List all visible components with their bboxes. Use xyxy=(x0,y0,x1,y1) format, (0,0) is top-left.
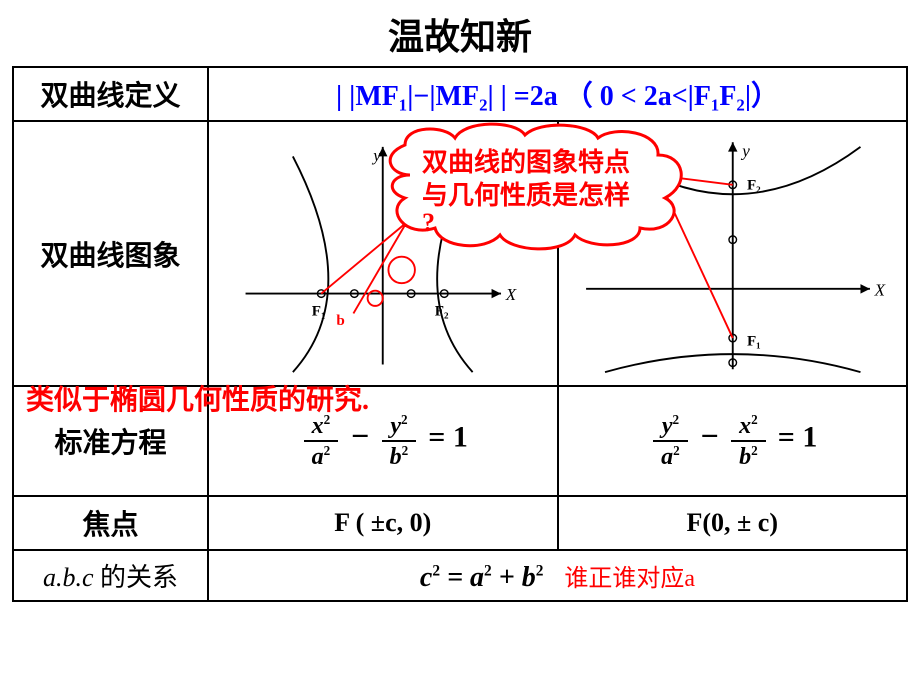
m-label: M xyxy=(411,215,425,231)
graph-left: y X F₁ F₂ M b xyxy=(208,121,558,386)
equation-vertical: y2a2 − x2b2 = 1 xyxy=(558,386,908,496)
f1-label: F₁ xyxy=(312,303,326,319)
f1-label: F₁ xyxy=(746,334,760,350)
relation-formula: c2 = a2 + b2 谁正谁对应a xyxy=(208,550,907,601)
summary-table: 双曲线定义 | |MF₁|−|MF₂| | =2a （ 0 < 2a<|F₁F₂… xyxy=(12,66,908,602)
relation-label: a.b.c 的关系 xyxy=(13,550,208,601)
f2-label: F₂ xyxy=(746,178,760,194)
x-axis-label: X xyxy=(505,285,517,304)
y-axis-label: y xyxy=(740,141,750,160)
graph-label: 双曲线图象 xyxy=(13,121,208,386)
row-definition: 双曲线定义 | |MF₁|−|MF₂| | =2a （ 0 < 2a<|F₁F₂… xyxy=(13,67,907,121)
row-graph: 双曲线图象 y X F₁ F₂ xyxy=(13,121,907,386)
y-axis-label: y xyxy=(371,146,381,165)
hyperbola-horizontal-icon: y X F₁ F₂ M b xyxy=(217,128,549,374)
row-relation: a.b.c 的关系 c2 = a2 + b2 谁正谁对应a xyxy=(13,550,907,601)
definition-label: 双曲线定义 xyxy=(13,67,208,121)
graph-right: y X F₂ F₁ xyxy=(558,121,908,386)
b-label: b xyxy=(336,313,344,329)
ellipse-note: 类似于椭圆几何性质的研究. xyxy=(26,378,369,418)
relation-annotation: 谁正谁对应a xyxy=(564,566,695,592)
hyperbola-vertical-icon: y X F₂ F₁ xyxy=(567,128,899,374)
f2-label: F₂ xyxy=(435,303,449,319)
x-axis-label: X xyxy=(873,280,885,299)
focus-vertical: F(0, ± c) xyxy=(558,496,908,550)
row-focus: 焦点 F ( ±c, 0) F(0, ± c) xyxy=(13,496,907,550)
focus-label: 焦点 xyxy=(13,496,208,550)
page-title: 温故知新 xyxy=(0,0,920,66)
definition-formula: | |MF₁|−|MF₂| | =2a （ 0 < 2a<|F₁F₂|） xyxy=(208,67,907,121)
focus-horizontal: F ( ±c, 0) xyxy=(208,496,558,550)
